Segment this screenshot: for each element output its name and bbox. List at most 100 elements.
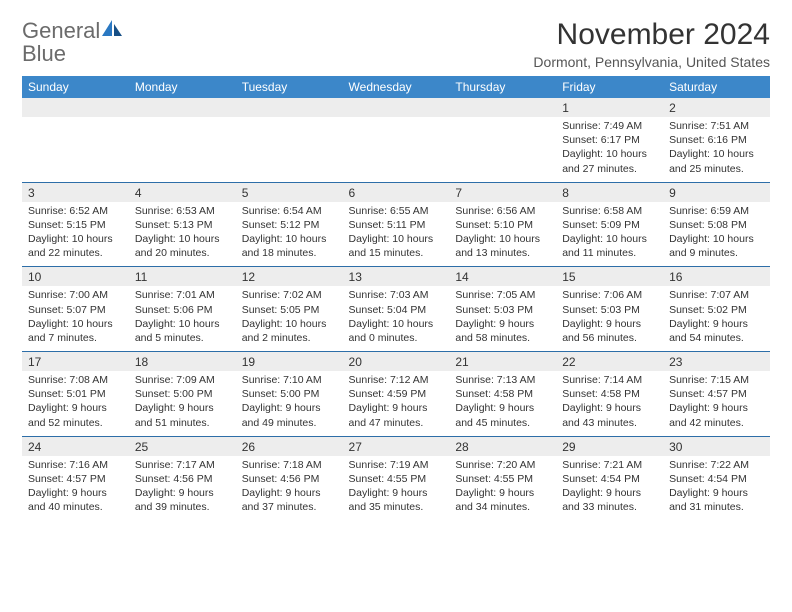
day-header: Saturday	[663, 76, 770, 98]
day-content-cell: Sunrise: 7:13 AMSunset: 4:58 PMDaylight:…	[449, 371, 556, 436]
day-content-cell: Sunrise: 7:06 AMSunset: 5:03 PMDaylight:…	[556, 286, 663, 351]
day-content-cell: Sunrise: 7:16 AMSunset: 4:57 PMDaylight:…	[22, 456, 129, 521]
day-number-row: 10111213141516	[22, 267, 770, 287]
day-number-cell: 22	[556, 352, 663, 372]
day-number-cell	[236, 98, 343, 117]
logo: General Blue	[22, 18, 126, 66]
day-content-cell: Sunrise: 6:52 AMSunset: 5:15 PMDaylight:…	[22, 202, 129, 267]
day-content-cell: Sunrise: 7:02 AMSunset: 5:05 PMDaylight:…	[236, 286, 343, 351]
day-number-cell: 2	[663, 98, 770, 117]
day-header: Sunday	[22, 76, 129, 98]
day-content-cell	[22, 117, 129, 182]
day-number-cell: 19	[236, 352, 343, 372]
logo-sail-icon	[100, 18, 126, 38]
day-number-cell: 27	[343, 436, 450, 456]
day-content-cell: Sunrise: 6:58 AMSunset: 5:09 PMDaylight:…	[556, 202, 663, 267]
day-number-row: 12	[22, 98, 770, 117]
day-number-cell: 28	[449, 436, 556, 456]
day-content-cell: Sunrise: 7:08 AMSunset: 5:01 PMDaylight:…	[22, 371, 129, 436]
day-content-cell: Sunrise: 7:05 AMSunset: 5:03 PMDaylight:…	[449, 286, 556, 351]
day-number-cell: 17	[22, 352, 129, 372]
day-content-row: Sunrise: 7:16 AMSunset: 4:57 PMDaylight:…	[22, 456, 770, 521]
day-number-cell: 5	[236, 182, 343, 202]
day-number-cell: 9	[663, 182, 770, 202]
day-content-row: Sunrise: 6:52 AMSunset: 5:15 PMDaylight:…	[22, 202, 770, 267]
day-content-cell: Sunrise: 7:09 AMSunset: 5:00 PMDaylight:…	[129, 371, 236, 436]
day-number-cell: 16	[663, 267, 770, 287]
day-content-cell: Sunrise: 6:56 AMSunset: 5:10 PMDaylight:…	[449, 202, 556, 267]
day-number-cell: 7	[449, 182, 556, 202]
day-number-cell: 23	[663, 352, 770, 372]
day-content-cell: Sunrise: 7:01 AMSunset: 5:06 PMDaylight:…	[129, 286, 236, 351]
day-header: Friday	[556, 76, 663, 98]
day-content-cell: Sunrise: 6:59 AMSunset: 5:08 PMDaylight:…	[663, 202, 770, 267]
page-subtitle: Dormont, Pennsylvania, United States	[533, 54, 770, 70]
day-number-cell: 29	[556, 436, 663, 456]
day-content-cell: Sunrise: 7:14 AMSunset: 4:58 PMDaylight:…	[556, 371, 663, 436]
day-content-cell: Sunrise: 7:12 AMSunset: 4:59 PMDaylight:…	[343, 371, 450, 436]
day-content-cell: Sunrise: 6:53 AMSunset: 5:13 PMDaylight:…	[129, 202, 236, 267]
day-number-row: 3456789	[22, 182, 770, 202]
day-number-cell: 14	[449, 267, 556, 287]
day-header-row: Sunday Monday Tuesday Wednesday Thursday…	[22, 76, 770, 98]
calendar-table: Sunday Monday Tuesday Wednesday Thursday…	[22, 76, 770, 520]
title-block: November 2024 Dormont, Pennsylvania, Uni…	[533, 18, 770, 70]
calendar-body: 12Sunrise: 7:49 AMSunset: 6:17 PMDayligh…	[22, 98, 770, 520]
day-number-cell: 6	[343, 182, 450, 202]
day-content-cell: Sunrise: 7:22 AMSunset: 4:54 PMDaylight:…	[663, 456, 770, 521]
day-number-cell: 1	[556, 98, 663, 117]
day-number-cell: 15	[556, 267, 663, 287]
day-number-cell: 11	[129, 267, 236, 287]
day-header: Monday	[129, 76, 236, 98]
day-number-cell	[129, 98, 236, 117]
logo-word2: Blue	[22, 41, 66, 66]
calendar-page: General Blue November 2024 Dormont, Penn…	[0, 0, 792, 538]
logo-word1: General	[22, 18, 100, 43]
page-header: General Blue November 2024 Dormont, Penn…	[22, 18, 770, 70]
day-number-cell: 18	[129, 352, 236, 372]
day-content-cell: Sunrise: 7:51 AMSunset: 6:16 PMDaylight:…	[663, 117, 770, 182]
day-number-cell: 25	[129, 436, 236, 456]
day-content-cell: Sunrise: 7:19 AMSunset: 4:55 PMDaylight:…	[343, 456, 450, 521]
day-content-row: Sunrise: 7:00 AMSunset: 5:07 PMDaylight:…	[22, 286, 770, 351]
day-content-cell: Sunrise: 7:49 AMSunset: 6:17 PMDaylight:…	[556, 117, 663, 182]
day-content-cell	[343, 117, 450, 182]
day-number-cell	[22, 98, 129, 117]
logo-text: General Blue	[22, 18, 126, 66]
day-content-cell: Sunrise: 7:21 AMSunset: 4:54 PMDaylight:…	[556, 456, 663, 521]
day-content-cell: Sunrise: 7:07 AMSunset: 5:02 PMDaylight:…	[663, 286, 770, 351]
day-content-row: Sunrise: 7:49 AMSunset: 6:17 PMDaylight:…	[22, 117, 770, 182]
day-number-cell: 13	[343, 267, 450, 287]
day-content-cell: Sunrise: 7:15 AMSunset: 4:57 PMDaylight:…	[663, 371, 770, 436]
day-content-cell: Sunrise: 6:55 AMSunset: 5:11 PMDaylight:…	[343, 202, 450, 267]
day-number-cell: 3	[22, 182, 129, 202]
day-number-cell: 12	[236, 267, 343, 287]
day-content-cell: Sunrise: 7:18 AMSunset: 4:56 PMDaylight:…	[236, 456, 343, 521]
day-number-cell: 24	[22, 436, 129, 456]
day-header: Wednesday	[343, 76, 450, 98]
day-number-cell	[343, 98, 450, 117]
page-title: November 2024	[533, 18, 770, 52]
day-number-cell: 26	[236, 436, 343, 456]
day-content-cell: Sunrise: 7:00 AMSunset: 5:07 PMDaylight:…	[22, 286, 129, 351]
day-content-cell: Sunrise: 7:10 AMSunset: 5:00 PMDaylight:…	[236, 371, 343, 436]
day-content-cell: Sunrise: 7:20 AMSunset: 4:55 PMDaylight:…	[449, 456, 556, 521]
day-number-row: 17181920212223	[22, 352, 770, 372]
day-number-cell: 21	[449, 352, 556, 372]
day-content-cell: Sunrise: 7:03 AMSunset: 5:04 PMDaylight:…	[343, 286, 450, 351]
day-number-row: 24252627282930	[22, 436, 770, 456]
day-content-cell	[236, 117, 343, 182]
day-header: Thursday	[449, 76, 556, 98]
day-content-cell: Sunrise: 6:54 AMSunset: 5:12 PMDaylight:…	[236, 202, 343, 267]
day-content-cell: Sunrise: 7:17 AMSunset: 4:56 PMDaylight:…	[129, 456, 236, 521]
day-number-cell: 30	[663, 436, 770, 456]
day-header: Tuesday	[236, 76, 343, 98]
day-number-cell	[449, 98, 556, 117]
day-content-cell	[449, 117, 556, 182]
day-content-row: Sunrise: 7:08 AMSunset: 5:01 PMDaylight:…	[22, 371, 770, 436]
day-content-cell	[129, 117, 236, 182]
day-number-cell: 8	[556, 182, 663, 202]
day-number-cell: 20	[343, 352, 450, 372]
day-number-cell: 4	[129, 182, 236, 202]
day-number-cell: 10	[22, 267, 129, 287]
